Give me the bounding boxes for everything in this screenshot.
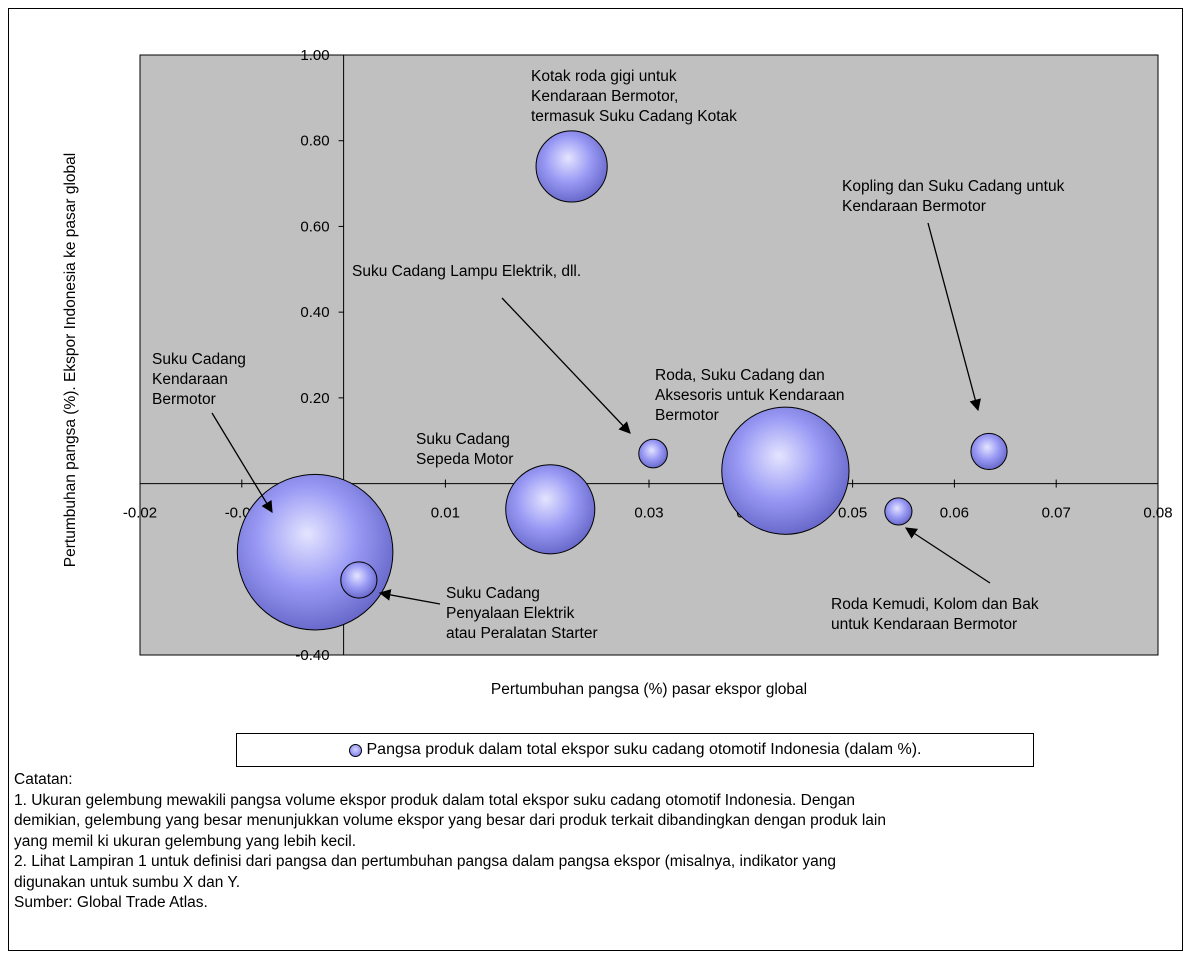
notes: Catatan: 1. Ukuran gelembung mewakili pa… <box>14 770 1164 914</box>
bubble-label-line: Kendaraan Bermotor, <box>531 88 678 105</box>
x-tick-label: -0.02 <box>123 505 157 522</box>
bubble-label: Suku Cadang Lampu Elektrik, dll. <box>352 263 581 280</box>
y-tick-label: 0.60 <box>300 218 329 235</box>
x-tick-label: 0.01 <box>431 505 460 522</box>
legend: Pangsa produk dalam total ekspor suku ca… <box>236 733 1034 767</box>
bubble-label-line: Kendaraan <box>152 371 228 388</box>
bubble-label-line: Suku Cadang <box>416 431 510 448</box>
bubble-label-line: atau Peralatan Starter <box>446 625 598 642</box>
bubble <box>340 561 378 599</box>
bubble-label: Kotak roda gigi untuk Kendaraan Bermotor,… <box>531 68 737 125</box>
x-axis-title: Pertumbuhan pangsa (%) pasar ekspor glob… <box>491 681 807 698</box>
y-tick-label: 1.00 <box>300 47 329 64</box>
bubble-label: Roda Kemudi, Kolom dan Bak untuk Kendaraa… <box>831 596 1039 633</box>
legend-label: Pangsa produk dalam total ekspor suku ca… <box>366 741 922 758</box>
bubble-label: Kopling dan Suku Cadang untuk Kendaraan B… <box>842 178 1065 215</box>
bubble <box>721 406 850 535</box>
bubble-labels: Kotak roda gigi untuk Kendaraan Bermotor,… <box>152 68 1065 642</box>
bubble <box>505 464 596 555</box>
bubble-label: Suku Cadang Penyalaan Elektrik atau Perala… <box>446 585 598 642</box>
bubble-label-line: Sepeda Motor <box>416 451 513 468</box>
bubbles <box>236 130 1008 631</box>
chart-frame <box>8 8 1183 951</box>
annotation-arrow <box>927 222 981 412</box>
bubble-label-line: Roda Kemudi, Kolom dan Bak <box>831 596 1039 613</box>
note-line: 2. Lihat Lampiran 1 untuk definisi dari … <box>14 853 837 870</box>
notes-heading: Catatan: <box>14 771 73 788</box>
bubble <box>236 473 394 631</box>
bubble <box>535 130 608 203</box>
bubble <box>884 497 913 526</box>
bubble-label: Roda, Suku Cadang dan Aksesoris untuk Ken… <box>655 367 845 424</box>
bubble-label-line: Suku Cadang <box>152 351 246 368</box>
bubble-label-line: Kopling dan Suku Cadang untuk <box>842 178 1065 195</box>
bubble-label-line: Roda, Suku Cadang dan <box>655 367 825 384</box>
annotation-arrow <box>378 589 441 605</box>
x-tick-label: 0.03 <box>634 505 663 522</box>
bubble-label-line: Kotak roda gigi untuk <box>531 68 677 85</box>
note-line: digunakan untuk sumbu X dan Y. <box>14 873 241 891</box>
y-tick-label: -0.40 <box>295 647 329 664</box>
note-line: demikian, gelembung yang besar menunjukk… <box>14 812 886 829</box>
x-tick-label: 0.05 <box>838 505 867 522</box>
legend-marker <box>348 743 362 757</box>
bubble-label-line: Bermotor <box>152 391 216 408</box>
bubble-label: Suku Cadang Sepeda Motor <box>416 431 513 468</box>
bubble-label-line: Suku Cadang <box>446 585 540 602</box>
bubble-label-line: Aksesoris untuk Kendaraan <box>655 387 845 404</box>
bubble <box>638 438 668 469</box>
y-tick-label: 0.40 <box>300 304 329 321</box>
annotation-arrow <box>501 297 631 434</box>
x-tick-label: 0.07 <box>1042 505 1071 522</box>
y-axis-title: Pertumbuhan pangsa (%). Ekspor Indonesia… <box>62 153 79 567</box>
bubble-label-line: Penyalaan Elektrik <box>446 605 575 622</box>
source-line: Sumber: Global Trade Atlas. <box>14 894 208 911</box>
bubble-label-line: Bermotor <box>655 407 719 424</box>
bubble-label-line: Kendaraan Bermotor <box>842 198 986 215</box>
y-tick-label: 0.20 <box>300 390 329 407</box>
annotation-arrow <box>211 412 273 514</box>
annotation-arrow <box>905 527 991 584</box>
x-tick-label: 0.06 <box>940 505 969 522</box>
annotation-arrows <box>211 222 991 605</box>
bubble-label-line: untuk Kendaraan Bermotor <box>831 616 1017 633</box>
bubble-label: Suku Cadang Kendaraan Bermotor <box>152 351 246 408</box>
bubble-label-line: termasuk Suku Cadang Kotak <box>531 108 737 125</box>
bubble-label-line: Suku Cadang Lampu Elektrik, dll. <box>352 263 581 280</box>
y-tick-label: 0.80 <box>300 133 329 150</box>
note-line: 1. Ukuran gelembung mewakili pangsa volu… <box>14 791 855 809</box>
bubble <box>970 432 1008 471</box>
note-line: yang memil ki ukuran gelembung yang lebi… <box>14 832 357 850</box>
x-tick-label: 0.08 <box>1143 505 1172 522</box>
